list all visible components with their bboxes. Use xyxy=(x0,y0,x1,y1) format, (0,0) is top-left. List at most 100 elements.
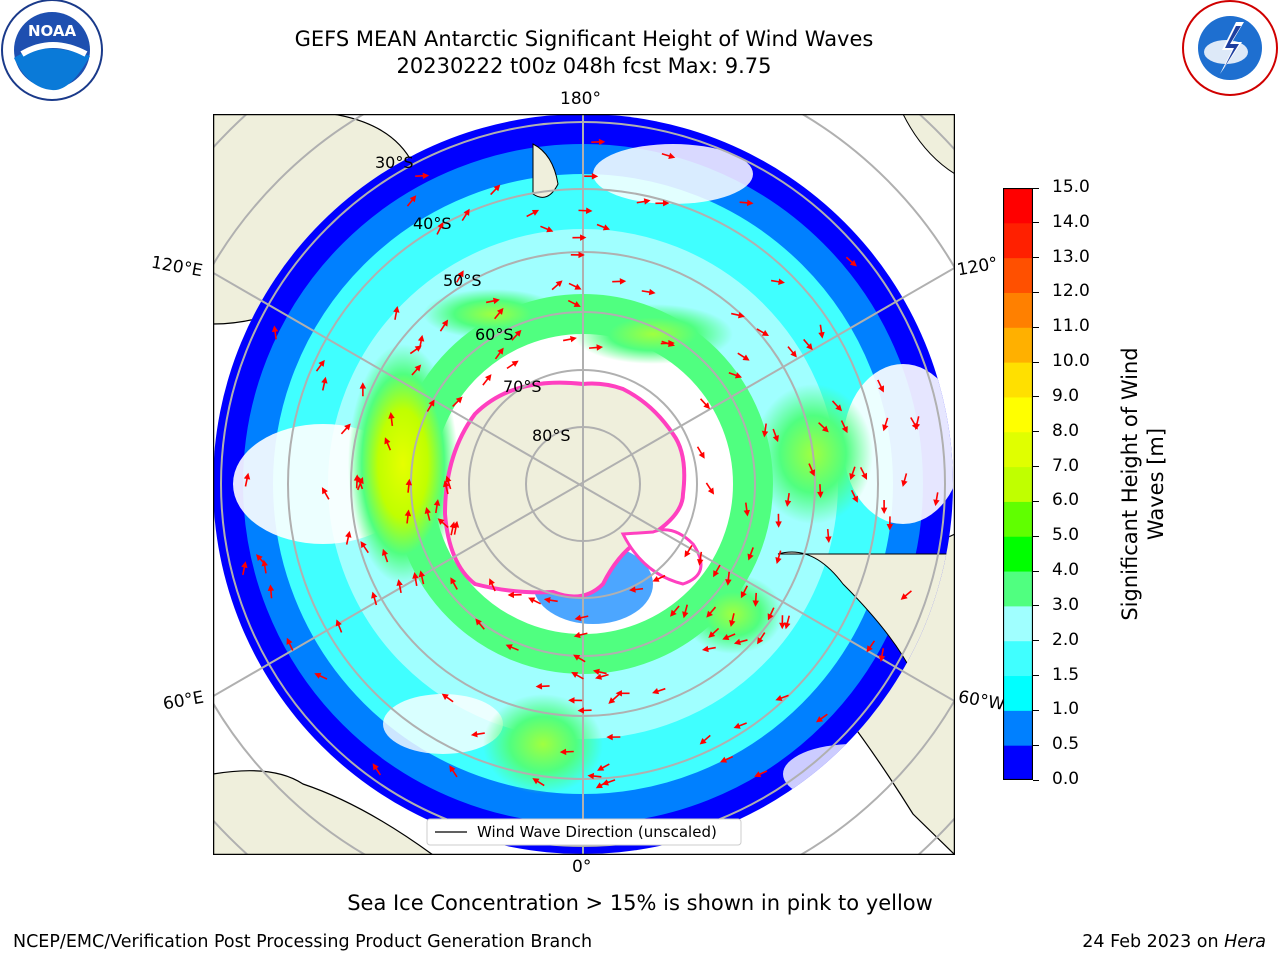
wind-arrow-head xyxy=(784,622,791,630)
wind-arrow-head xyxy=(784,500,792,507)
wind-arrow-head xyxy=(574,283,582,290)
wind-arrow-head xyxy=(742,354,750,361)
wind-arrow-head xyxy=(286,637,293,645)
wind-arrow-head xyxy=(809,469,816,477)
wind-arrow-head xyxy=(418,570,425,578)
wind-arrow-head xyxy=(757,637,764,645)
wind-arrow-head xyxy=(706,610,713,618)
colorbar-tick-mark xyxy=(1033,187,1039,189)
colorbar-tick-mark xyxy=(1033,431,1039,433)
wind-arrow-head xyxy=(455,396,463,404)
wind-arrow-head xyxy=(775,521,782,528)
wind-arrow-head xyxy=(535,683,543,690)
wind-arrow-head xyxy=(381,548,389,556)
wind-arrow-head xyxy=(243,472,251,480)
legend-label: Wind Wave Direction (unscaled) xyxy=(477,823,717,841)
nws-logo-icon xyxy=(1178,0,1280,100)
wind-arrow-head xyxy=(437,518,445,525)
colorbar-tick-mark xyxy=(1033,535,1039,537)
colorbar-tick-label: 14.0 xyxy=(1052,211,1090,232)
lat-label-30s: 30°S xyxy=(375,153,414,172)
colorbar-segment xyxy=(1003,431,1033,468)
wind-arrow-head xyxy=(424,507,431,514)
wind-arrow-head xyxy=(360,541,367,549)
wind-arrow-head xyxy=(719,756,728,763)
colorbar-tick-mark xyxy=(1033,500,1039,502)
wind-arrow-head xyxy=(573,301,581,307)
wind-arrow-head xyxy=(761,330,770,337)
wind-arrow-head xyxy=(866,645,873,653)
wind-arrow-head xyxy=(886,523,894,531)
wind-arrow-head xyxy=(911,422,918,430)
wind-arrow-head xyxy=(574,614,582,621)
wind-arrow-head xyxy=(900,593,908,600)
wind-arrow-head xyxy=(505,644,513,651)
colorbar-tick-mark xyxy=(1033,361,1039,363)
wind-arrow-head xyxy=(528,597,536,604)
wind-arrow-head xyxy=(511,360,519,367)
wind-arrow-head xyxy=(256,554,263,561)
wind-arrow-head xyxy=(743,509,750,517)
wind-arrow-head xyxy=(488,578,495,586)
colorbar-tick-label: 8.0 xyxy=(1052,420,1080,441)
wind-arrow-head xyxy=(485,374,492,382)
colorbar-tick-label: 1.0 xyxy=(1052,699,1080,720)
wind-arrow-head xyxy=(452,520,460,528)
colorbar-tick-mark xyxy=(1033,570,1039,572)
colorbar-segment xyxy=(1003,501,1033,537)
colorbar-tick-label: 1.5 xyxy=(1052,664,1080,685)
wind-arrow-head xyxy=(437,221,444,230)
colorbar-segment xyxy=(1003,257,1033,293)
colorbar-segment xyxy=(1003,292,1033,328)
wind-arrow-head xyxy=(475,618,482,626)
colorbar-segment xyxy=(1003,396,1033,433)
colorbar-tick-label: 0.5 xyxy=(1052,734,1080,755)
wind-arrow-head xyxy=(396,579,403,586)
wind-arrow-head xyxy=(701,645,709,653)
wind-arrow-head xyxy=(388,412,395,419)
svg-text:NOAA: NOAA xyxy=(28,22,77,40)
wind-wave-arrows xyxy=(241,138,940,789)
wind-arrow-head xyxy=(602,224,610,231)
wind-arrow-head xyxy=(775,557,782,565)
wind-arrow-head xyxy=(417,334,425,342)
wind-arrow-head xyxy=(652,575,660,582)
wind-arrow-head xyxy=(667,340,675,347)
wind-arrow-head xyxy=(568,697,575,704)
wind-arrow-head xyxy=(648,288,656,296)
colorbar-tick-label: 3.0 xyxy=(1052,594,1080,615)
wind-arrow-head xyxy=(761,430,769,438)
colorbar-tick-mark xyxy=(1033,640,1039,642)
lat-label-80s: 80°S xyxy=(532,426,571,445)
wind-arrow-head xyxy=(532,778,540,785)
wind-arrow-head xyxy=(573,654,581,661)
wind-arrow-head xyxy=(457,270,464,278)
wind-arrow-head xyxy=(878,655,886,662)
wind-arrow-head xyxy=(619,278,627,285)
wind-arrow-head xyxy=(849,259,857,267)
wind-arrow-head xyxy=(629,586,636,593)
colorbar-tick-label: 11.0 xyxy=(1052,316,1090,337)
wind-arrow-head xyxy=(271,325,279,333)
wind-arrow-head xyxy=(933,499,940,507)
wind-arrow-head xyxy=(707,487,715,495)
wind-arrow-head xyxy=(703,402,711,410)
colorbar-segment xyxy=(1003,710,1033,746)
wind-arrow-head xyxy=(353,474,361,481)
map-legend: Wind Wave Direction (unscaled) xyxy=(426,818,742,846)
wind-arrow-head xyxy=(404,509,412,517)
wind-arrow-head xyxy=(543,596,551,604)
colorbar-tick-label: 13.0 xyxy=(1052,246,1090,267)
lon-label-60e: 60°E xyxy=(161,687,206,715)
wind-arrow-head xyxy=(817,491,824,499)
wind-arrow-head xyxy=(497,347,504,355)
colorbar-segment xyxy=(1003,362,1033,398)
wind-arrow-head xyxy=(752,600,759,607)
wind-arrow-head xyxy=(746,199,754,207)
wind-arrow-head xyxy=(684,550,691,558)
wind-arrow-head xyxy=(596,344,604,351)
lat-label-40s: 40°S xyxy=(413,214,452,233)
wind-arrow-head xyxy=(314,672,322,679)
wind-arrow-head xyxy=(578,251,585,259)
lon-label-0: 0° xyxy=(572,857,592,877)
